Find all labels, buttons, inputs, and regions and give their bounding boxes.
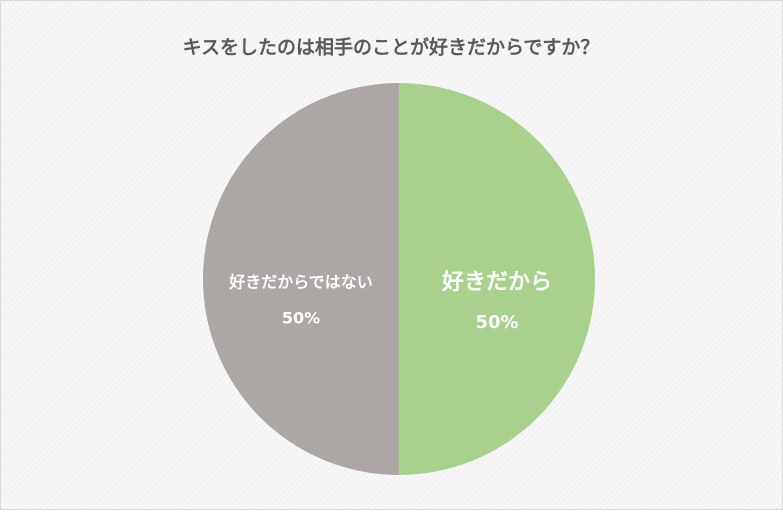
slice-label: 好きだから	[441, 269, 552, 295]
pie-slice	[203, 83, 399, 475]
chart-title: キスをしたのは相手のことが好きだからですか？	[183, 36, 600, 59]
slice-label: 好きだからではない	[228, 273, 373, 292]
pie-slice	[399, 83, 595, 475]
value-label: 50%	[282, 309, 320, 328]
value-label: 50%	[475, 312, 518, 333]
